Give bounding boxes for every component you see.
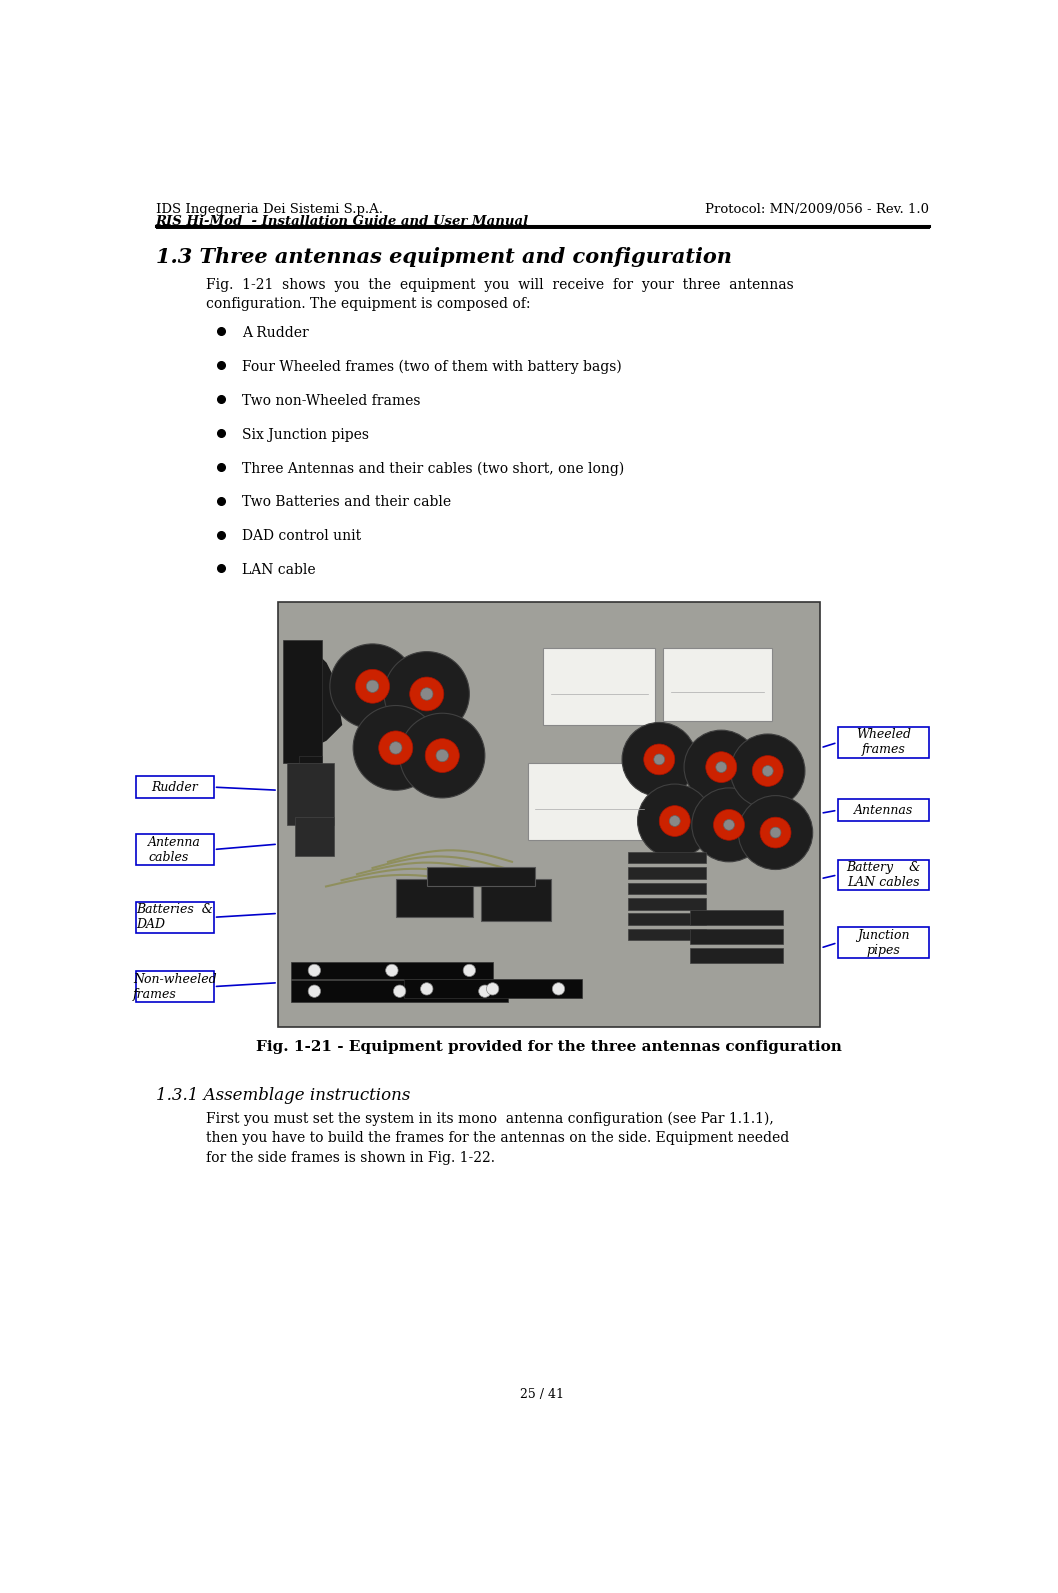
Text: A Rudder: A Rudder [242, 327, 309, 339]
Circle shape [552, 983, 565, 996]
FancyBboxPatch shape [838, 927, 929, 957]
Text: 25 / 41: 25 / 41 [521, 1388, 564, 1400]
Bar [528, 763, 652, 840]
Circle shape [724, 819, 734, 830]
Text: Two Batteries and their cable: Two Batteries and their cable [242, 495, 452, 510]
Circle shape [752, 755, 783, 787]
Bar [663, 648, 771, 722]
Circle shape [330, 644, 415, 728]
Circle shape [420, 983, 433, 996]
Text: Four Wheeled frames (two of them with battery bags): Four Wheeled frames (two of them with ba… [242, 360, 622, 374]
Circle shape [355, 669, 389, 703]
Bar [295, 817, 333, 855]
Bar [403, 978, 582, 999]
Text: IDS Ingegneria Dei Sistemi S.p.A.: IDS Ingegneria Dei Sistemi S.p.A. [156, 202, 383, 215]
Circle shape [731, 734, 805, 808]
Text: Rudder: Rudder [151, 781, 198, 793]
Circle shape [386, 964, 398, 977]
FancyBboxPatch shape [136, 902, 214, 932]
Circle shape [685, 730, 759, 804]
Circle shape [713, 809, 745, 840]
Bar [278, 602, 820, 1026]
Text: Battery    &
LAN cables: Battery & LAN cables [846, 860, 920, 889]
Circle shape [659, 806, 690, 836]
FancyBboxPatch shape [838, 726, 929, 758]
Bar [298, 755, 322, 787]
Circle shape [670, 816, 680, 827]
Circle shape [760, 817, 791, 847]
Polygon shape [295, 648, 342, 747]
Circle shape [353, 706, 438, 790]
Bar [690, 948, 783, 964]
Bar [690, 910, 783, 926]
Bar [628, 898, 706, 910]
Bar [291, 962, 493, 978]
Bar [628, 913, 706, 926]
Circle shape [770, 827, 781, 838]
Bar [426, 867, 535, 886]
Bar [628, 883, 706, 894]
Text: 1.3 Three antennas equipment and configuration: 1.3 Three antennas equipment and configu… [156, 247, 731, 268]
Text: Fig.  1-21  shows  you  the  equipment  you  will  receive  for  your  three  an: Fig. 1-21 shows you the equipment you wi… [206, 279, 794, 311]
Text: Wheeled
frames: Wheeled frames [856, 728, 911, 757]
FancyBboxPatch shape [136, 776, 214, 798]
Circle shape [394, 984, 406, 997]
FancyBboxPatch shape [136, 835, 214, 865]
Text: Fig. 1-21 - Equipment provided for the three antennas configuration: Fig. 1-21 - Equipment provided for the t… [256, 1040, 842, 1055]
Text: Antennas: Antennas [854, 804, 913, 817]
Bar [628, 852, 706, 863]
Circle shape [706, 752, 736, 782]
Circle shape [389, 742, 402, 753]
FancyBboxPatch shape [838, 800, 929, 820]
Circle shape [436, 749, 449, 761]
Text: DAD control unit: DAD control unit [242, 529, 362, 543]
Circle shape [692, 789, 766, 862]
Text: Three Antennas and their cables (two short, one long): Three Antennas and their cables (two sho… [242, 462, 624, 476]
Circle shape [308, 984, 321, 997]
Circle shape [478, 984, 491, 997]
Text: Six Junction pipes: Six Junction pipes [242, 427, 369, 441]
Text: Two non-Wheeled frames: Two non-Wheeled frames [242, 393, 421, 408]
Text: RIS Hi-Mod  - Installation Guide and User Manual: RIS Hi-Mod - Installation Guide and User… [156, 215, 529, 228]
Text: Antenna
cables: Antenna cables [148, 835, 201, 863]
Circle shape [643, 744, 675, 774]
Bar [690, 929, 783, 945]
Circle shape [420, 688, 433, 701]
FancyBboxPatch shape [838, 860, 929, 890]
Bar [543, 648, 655, 725]
Bar [481, 879, 551, 921]
Circle shape [379, 731, 413, 765]
Circle shape [400, 714, 485, 798]
Text: Batteries  &
DAD: Batteries & DAD [136, 903, 214, 932]
Bar [396, 879, 473, 918]
Text: Junction
pipes: Junction pipes [857, 929, 910, 957]
Circle shape [409, 677, 443, 710]
Circle shape [716, 761, 727, 773]
Circle shape [622, 723, 696, 796]
Text: 1.3.1 Assemblage instructions: 1.3.1 Assemblage instructions [156, 1086, 409, 1104]
Text: Non-wheeled
frames: Non-wheeled frames [133, 973, 217, 1000]
Circle shape [366, 680, 379, 693]
Circle shape [463, 964, 476, 977]
Text: Protocol: MN/2009/056 - Rev. 1.0: Protocol: MN/2009/056 - Rev. 1.0 [705, 202, 929, 215]
Circle shape [425, 739, 459, 773]
Circle shape [308, 964, 321, 977]
Circle shape [654, 753, 664, 765]
Circle shape [738, 795, 813, 870]
Bar [288, 763, 333, 825]
Bar [284, 640, 322, 763]
Circle shape [638, 784, 712, 859]
Circle shape [487, 983, 498, 996]
Bar [628, 867, 706, 879]
Bar [628, 929, 706, 940]
Text: First you must set the system in its mono  antenna configuration (see Par 1.1.1): First you must set the system in its mon… [206, 1112, 789, 1164]
Circle shape [763, 766, 773, 776]
Text: LAN cable: LAN cable [242, 562, 316, 577]
Bar [291, 980, 508, 1002]
FancyBboxPatch shape [136, 972, 214, 1002]
Circle shape [384, 652, 470, 736]
